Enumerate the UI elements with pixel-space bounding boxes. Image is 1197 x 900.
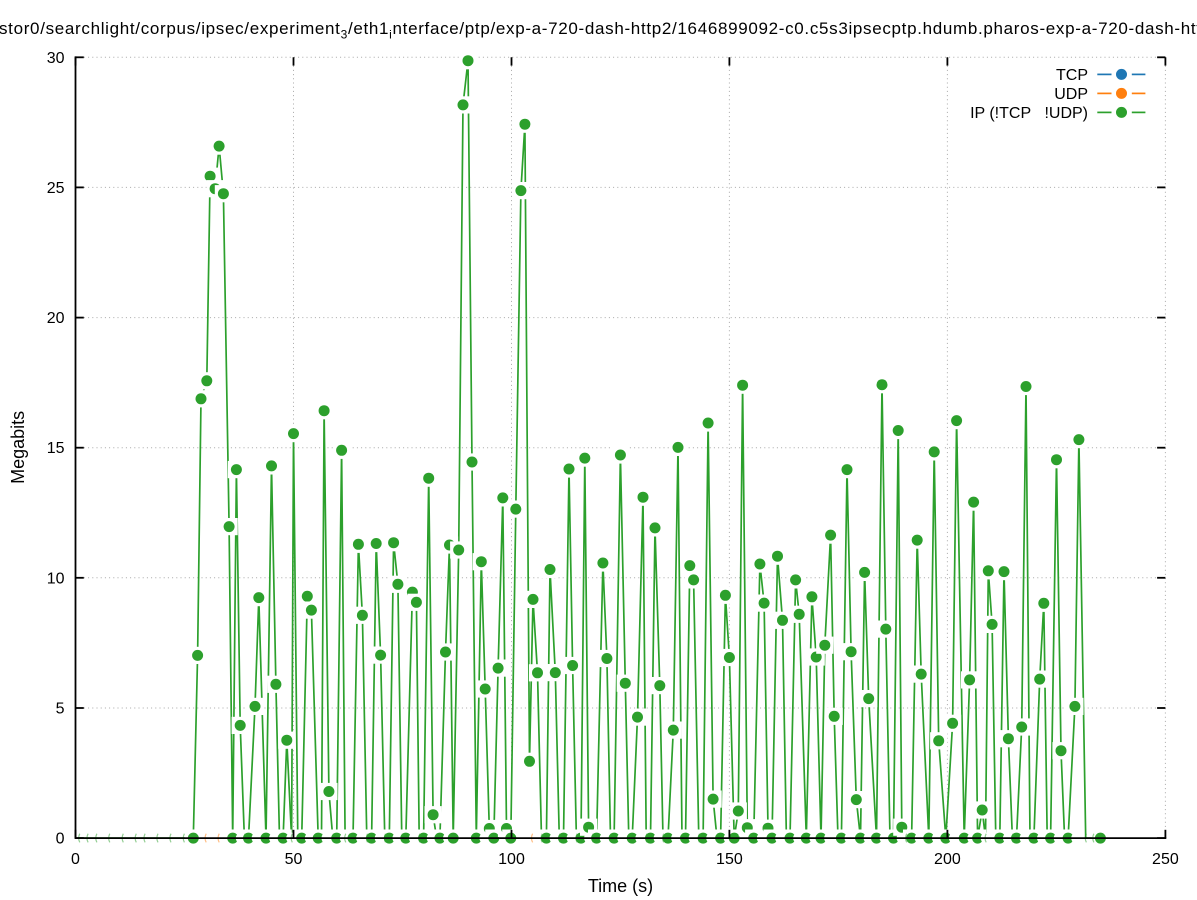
svg-text:TCP: TCP <box>1056 67 1088 84</box>
svg-text:50: 50 <box>285 851 303 868</box>
svg-text:UDP: UDP <box>1054 86 1088 103</box>
svg-text:IP (!TCP !UDP): IP (!TCP !UDP) <box>970 105 1088 122</box>
svg-text:150: 150 <box>716 851 743 868</box>
svg-text:Time (s): Time (s) <box>588 876 653 896</box>
svg-text:0: 0 <box>56 831 65 848</box>
svg-text:25: 25 <box>47 180 65 197</box>
svg-text:10: 10 <box>47 570 65 587</box>
svg-text:200: 200 <box>934 851 961 868</box>
svg-text:0: 0 <box>71 851 80 868</box>
svg-text:Megabits: Megabits <box>8 411 28 484</box>
svg-text:250: 250 <box>1152 851 1179 868</box>
svg-text:20: 20 <box>47 310 65 327</box>
svg-text:100: 100 <box>498 851 525 868</box>
svg-text:30: 30 <box>47 50 65 67</box>
svg-text:5: 5 <box>56 701 65 718</box>
svg-text:15: 15 <box>47 440 65 457</box>
